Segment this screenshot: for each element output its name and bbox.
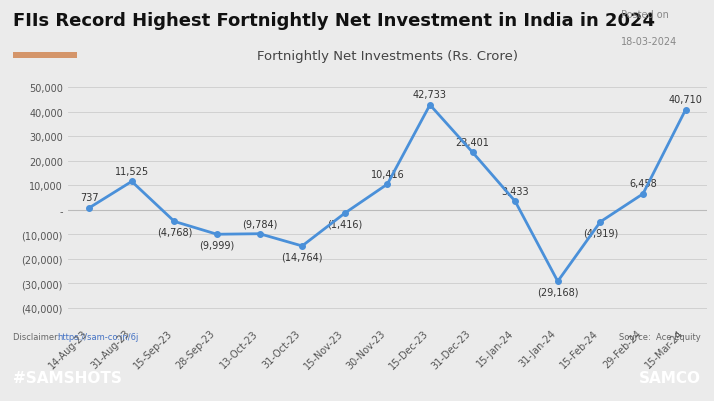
- Text: 737: 737: [80, 193, 99, 203]
- Text: 18-03-2024: 18-03-2024: [621, 37, 678, 47]
- Text: 3,433: 3,433: [501, 186, 529, 196]
- Text: (14,764): (14,764): [281, 252, 323, 262]
- Text: SAMCO: SAMCO: [639, 371, 701, 385]
- Text: 11,525: 11,525: [115, 166, 149, 176]
- Text: Disclaimer:: Disclaimer:: [13, 332, 63, 341]
- Text: 6,458: 6,458: [629, 179, 657, 189]
- Text: Posted on: Posted on: [621, 10, 669, 20]
- Text: 23,401: 23,401: [456, 138, 490, 148]
- Title: Fortnightly Net Investments (Rs. Crore): Fortnightly Net Investments (Rs. Crore): [257, 50, 518, 63]
- Text: 10,416: 10,416: [371, 169, 404, 179]
- Text: (4,768): (4,768): [156, 227, 192, 237]
- Text: FIIs Record Highest Fortnightly Net Investment in India in 2024: FIIs Record Highest Fortnightly Net Inve…: [13, 12, 655, 30]
- FancyBboxPatch shape: [13, 53, 77, 59]
- Text: (9,999): (9,999): [199, 240, 235, 250]
- Text: (1,416): (1,416): [327, 219, 363, 229]
- Text: (29,168): (29,168): [537, 287, 578, 297]
- Text: #SAMSHOTS: #SAMSHOTS: [13, 371, 121, 385]
- Text: 42,733: 42,733: [413, 90, 447, 100]
- Text: (4,919): (4,919): [583, 228, 618, 237]
- Text: https://sam-co.in/6j: https://sam-co.in/6j: [57, 332, 139, 341]
- Text: Source:  Ace Equity: Source: Ace Equity: [620, 332, 701, 341]
- Text: 40,710: 40,710: [668, 95, 703, 105]
- Text: (9,784): (9,784): [242, 219, 277, 229]
